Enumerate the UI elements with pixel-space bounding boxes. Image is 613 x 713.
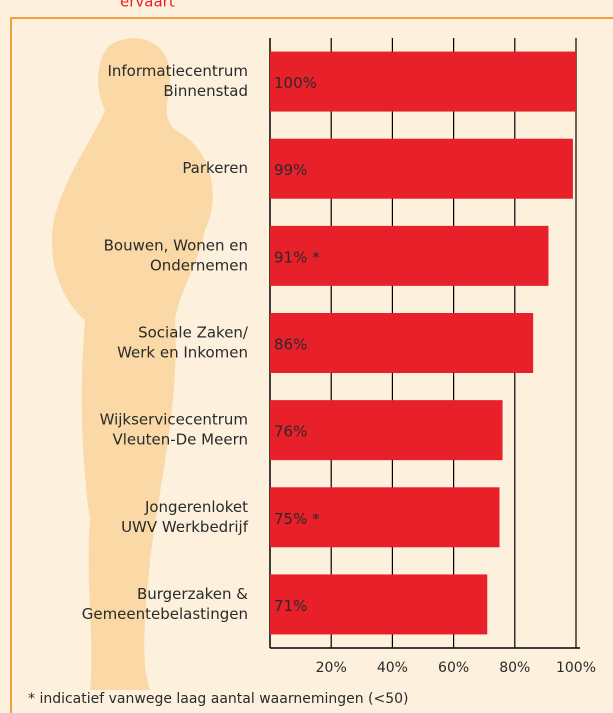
y-tick-label: Binnenstad — [163, 82, 248, 100]
value-label: 76% — [274, 423, 307, 441]
y-tick-label: UWV Werkbedrijf — [121, 518, 249, 536]
value-label: 99% — [274, 161, 307, 179]
footnote: * indicatief vanwege laag aantal waarnem… — [28, 691, 409, 707]
y-tick-label: Parkeren — [182, 159, 248, 177]
x-tick-label: 60% — [438, 660, 469, 676]
x-tick-label: 20% — [316, 660, 347, 676]
value-label: 75% * — [274, 510, 320, 528]
value-label: 71% — [274, 597, 307, 615]
bar — [270, 139, 573, 199]
value-label: 91% * — [274, 248, 320, 266]
y-tick-label: Wijkservicecentrum — [100, 411, 248, 429]
y-tick-label: Werk en Inkomen — [117, 344, 248, 362]
y-tick-label: Ondernemen — [150, 256, 248, 274]
x-tick-label: 80% — [499, 660, 530, 676]
x-tick-label: 100% — [556, 660, 596, 676]
y-tick-label: Jongerenloket — [144, 498, 248, 516]
y-tick-label: Burgerzaken & — [137, 585, 248, 603]
bar — [270, 313, 533, 373]
subtitle: ervaart — [120, 0, 175, 11]
y-tick-label: Gemeentebelastingen — [82, 605, 248, 623]
value-label: 86% — [274, 336, 307, 354]
value-label: 100% — [274, 74, 317, 92]
x-tick-label: 40% — [377, 660, 408, 676]
y-tick-label: Informatiecentrum — [107, 62, 248, 80]
y-tick-label: Bouwen, Wonen en — [104, 236, 248, 254]
chart: ervaart * indicatief vanwege laag aantal… — [0, 0, 613, 713]
y-tick-label: Vleuten-De Meern — [112, 431, 248, 449]
y-tick-label: Sociale Zaken/ — [138, 324, 249, 342]
